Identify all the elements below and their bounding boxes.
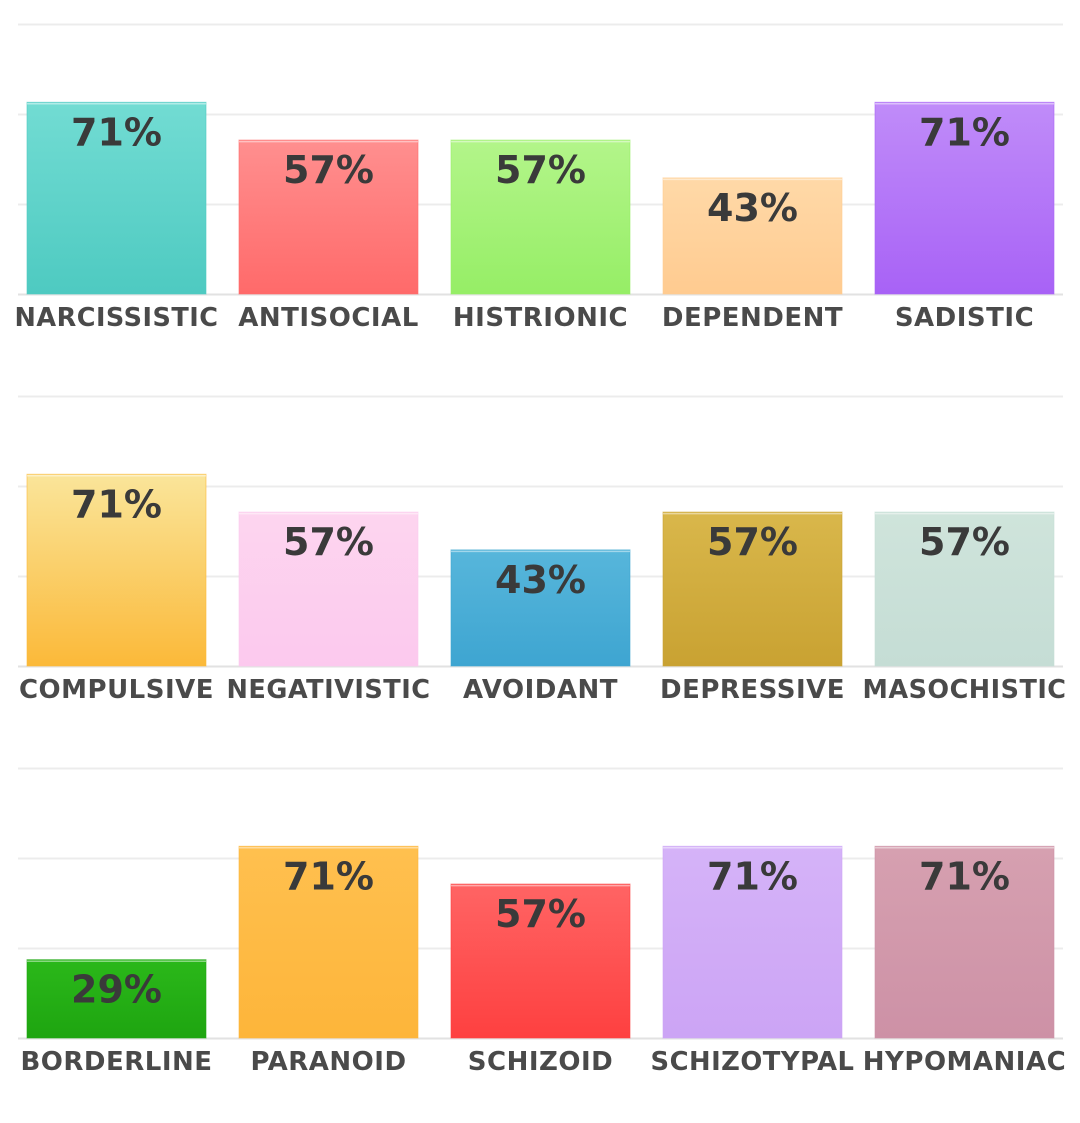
data-label: 43% (707, 186, 798, 230)
category-label: HISTRIONIC (453, 303, 628, 333)
bar-histrionic (450, 139, 631, 295)
data-label: 57% (283, 148, 374, 192)
bar-sadistic (874, 101, 1055, 295)
data-label: 43% (495, 558, 586, 602)
category-label: SADISTIC (895, 303, 1034, 333)
data-label: 57% (283, 520, 374, 564)
bar-narcissistic (26, 101, 207, 295)
bar-schizoid (450, 883, 631, 1039)
bar-negativistic (238, 511, 419, 667)
category-label: DEPRESSIVE (660, 675, 845, 705)
category-label: ANTISOCIAL (238, 303, 419, 333)
bar-masochistic (874, 511, 1055, 667)
data-label: 71% (919, 854, 1010, 898)
data-label: 71% (283, 854, 374, 898)
chart-panel-2: 71% COMPULSIVE 57% NEGATIVISTIC 43% AVOIDANT 5… (18, 395, 1067, 705)
category-label: SCHIZOTYPAL (651, 1047, 855, 1077)
category-label: SCHIZOID (468, 1047, 613, 1077)
bar-avoidant (450, 549, 631, 667)
bar-depressive (662, 511, 843, 667)
data-label: 29% (71, 968, 162, 1012)
category-label: DEPENDENT (662, 303, 843, 333)
data-label: 57% (919, 520, 1010, 564)
bar-borderline (26, 959, 207, 1039)
category-label: PARANOID (250, 1047, 406, 1077)
data-label: 71% (919, 110, 1010, 154)
category-label: HYPOMANIAC (863, 1047, 1066, 1077)
data-label: 71% (71, 482, 162, 526)
chart-panel-3: 29% BORDERLINE 71% PARANOID 57% SCHIZOID 71% SC… (18, 767, 1066, 1077)
category-label: NEGATIVISTIC (227, 675, 431, 705)
data-label: 71% (71, 110, 162, 154)
data-label: 57% (707, 520, 798, 564)
bar-antisocial (238, 139, 419, 295)
category-label: NARCISSISTIC (15, 303, 219, 333)
category-label: MASOCHISTIC (863, 675, 1067, 705)
data-label: 57% (495, 892, 586, 936)
category-label: COMPULSIVE (19, 675, 214, 705)
category-label: AVOIDANT (463, 675, 618, 705)
bar-hypomaniac (874, 845, 1055, 1039)
category-label: BORDERLINE (20, 1047, 212, 1077)
chart-panel-1: 71% NARCISSISTIC 57% ANTISOCIAL 57% HISTRIONI… (15, 23, 1063, 333)
data-label: 57% (495, 148, 586, 192)
bar-schizotypal (662, 845, 843, 1039)
bar-dependent (662, 177, 843, 295)
bar-compulsive (26, 473, 207, 667)
bar-paranoid (238, 845, 419, 1039)
data-label: 71% (707, 854, 798, 898)
